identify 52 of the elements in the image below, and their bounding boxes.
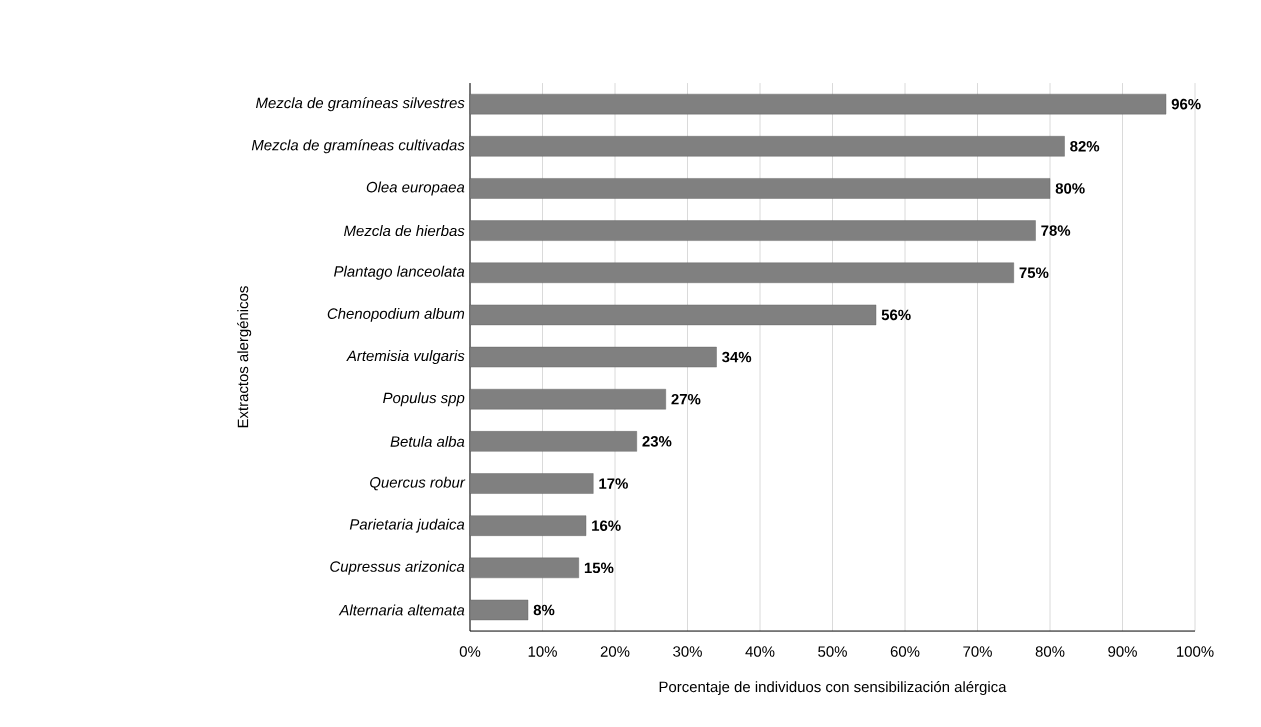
bar bbox=[469, 93, 1167, 115]
data-label: 56% bbox=[881, 309, 911, 321]
data-label: 23% bbox=[642, 436, 672, 447]
y-tick-label: Olea europaea bbox=[366, 181, 465, 196]
y-tick-label: Alternaria altemata bbox=[338, 604, 465, 616]
bar bbox=[469, 557, 579, 579]
bar bbox=[469, 136, 1065, 157]
data-label: 75% bbox=[1019, 267, 1049, 279]
x-axis-title: Porcentaje de individuos con sensibilización alérgica bbox=[659, 680, 1007, 696]
y-axis-title: Extractos alergénicos bbox=[237, 286, 252, 428]
y-tick-label: Mezcla de hierbas bbox=[344, 225, 465, 237]
bar bbox=[469, 178, 1051, 199]
bar bbox=[469, 431, 637, 452]
x-tick-label: 100% bbox=[1177, 646, 1214, 657]
y-tick-label: Cupressus arizonica bbox=[330, 560, 465, 575]
bar bbox=[469, 304, 877, 326]
x-tick-label: 60% bbox=[890, 646, 920, 657]
x-tick-label: 80% bbox=[1035, 646, 1065, 657]
bar bbox=[469, 599, 529, 621]
data-label: 80% bbox=[1055, 183, 1085, 194]
y-tick-label: Chenopodium album bbox=[327, 307, 465, 322]
x-tick-label: 40% bbox=[745, 646, 775, 657]
x-tick-label: 70% bbox=[963, 646, 992, 657]
y-tick-label: Plantago lanceolata bbox=[334, 265, 465, 280]
data-label: 96% bbox=[1171, 98, 1201, 110]
x-tick-label: 10% bbox=[528, 646, 557, 657]
y-tick-label: Quercus robur bbox=[370, 476, 466, 491]
data-label: 78% bbox=[1041, 225, 1071, 236]
y-tick-label: Betula alba bbox=[390, 435, 465, 447]
x-tick-label: 50% bbox=[818, 646, 847, 657]
x-tick-label: 30% bbox=[673, 646, 702, 657]
data-label: 34% bbox=[722, 351, 752, 363]
y-tick-label: Artemisia vulgaris bbox=[346, 350, 465, 365]
x-tick-label: 90% bbox=[1108, 646, 1137, 657]
y-tick-label: Parietaria judaica bbox=[349, 518, 465, 533]
x-tick-label: 20% bbox=[600, 646, 630, 657]
bar bbox=[469, 389, 666, 410]
bar bbox=[469, 473, 594, 494]
x-tick-label: 0% bbox=[459, 646, 481, 657]
data-label: 82% bbox=[1070, 141, 1100, 152]
y-tick-label: Mezcla de gramíneas silvestres bbox=[255, 97, 465, 112]
bar bbox=[469, 515, 587, 536]
data-label: 17% bbox=[599, 478, 628, 489]
y-tick-label: Mezcla de gramíneas cultivadas bbox=[251, 139, 465, 154]
bar bbox=[469, 262, 1014, 283]
y-tick-label: Populus spp bbox=[383, 392, 465, 407]
bar bbox=[469, 220, 1036, 241]
bar bbox=[469, 346, 717, 368]
data-label: 8% bbox=[533, 604, 555, 616]
data-label: 16% bbox=[592, 520, 621, 531]
data-label: 27% bbox=[671, 393, 701, 405]
data-label: 15% bbox=[584, 562, 614, 574]
